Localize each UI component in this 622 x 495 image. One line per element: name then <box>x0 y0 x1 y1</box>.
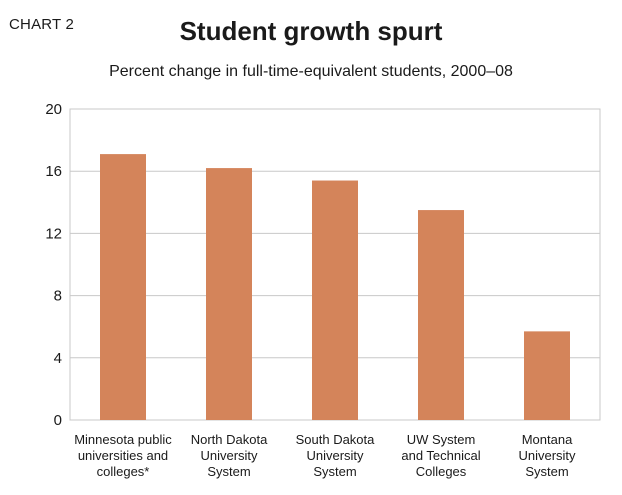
x-tick-label-line: University <box>306 448 364 463</box>
bar <box>100 154 146 420</box>
x-tick-label: South Dakota University System <box>296 432 376 479</box>
x-tick-label: Minnesota public universities and colleges… <box>74 432 172 479</box>
x-tick-label: Montana University System <box>518 432 576 479</box>
x-tick-label-line: System <box>207 464 250 479</box>
bar <box>524 331 570 420</box>
y-tick-label: 16 <box>45 163 62 180</box>
x-tick-label-line: Montana <box>522 432 573 447</box>
x-tick-label-line: colleges* <box>97 464 150 479</box>
x-tick-label-line: UW System <box>407 432 476 447</box>
y-tick-label: 8 <box>54 288 62 305</box>
x-tick-label-line: University <box>518 448 576 463</box>
chart-title: Student growth spurt <box>179 16 443 46</box>
x-tick-label-line: System <box>525 464 568 479</box>
chart-label: CHART 2 <box>9 16 75 33</box>
y-tick-label: 4 <box>54 350 62 367</box>
x-tick-label-line: and Technical <box>401 448 480 463</box>
bar <box>418 210 464 420</box>
y-tick-label: 0 <box>54 412 62 429</box>
x-tick-label-line: South Dakota <box>296 432 376 447</box>
x-tick-label: North Dakota University System <box>191 432 268 479</box>
bar <box>312 180 358 420</box>
x-tick-label-line: System <box>313 464 356 479</box>
x-tick-label-line: universities and <box>78 448 168 463</box>
y-tick-label: 20 <box>45 101 62 118</box>
x-tick-label: UW System and Technical Colleges <box>401 432 480 479</box>
x-tick-label-line: North Dakota <box>191 432 268 447</box>
x-tick-label-line: University <box>200 448 258 463</box>
x-tick-label-line: Colleges <box>416 464 467 479</box>
x-tick-label-line: Minnesota public <box>74 432 172 447</box>
y-tick-label: 12 <box>45 225 62 242</box>
chart-subtitle: Percent change in full-time-equivalent s… <box>109 63 513 80</box>
bar <box>206 168 252 420</box>
